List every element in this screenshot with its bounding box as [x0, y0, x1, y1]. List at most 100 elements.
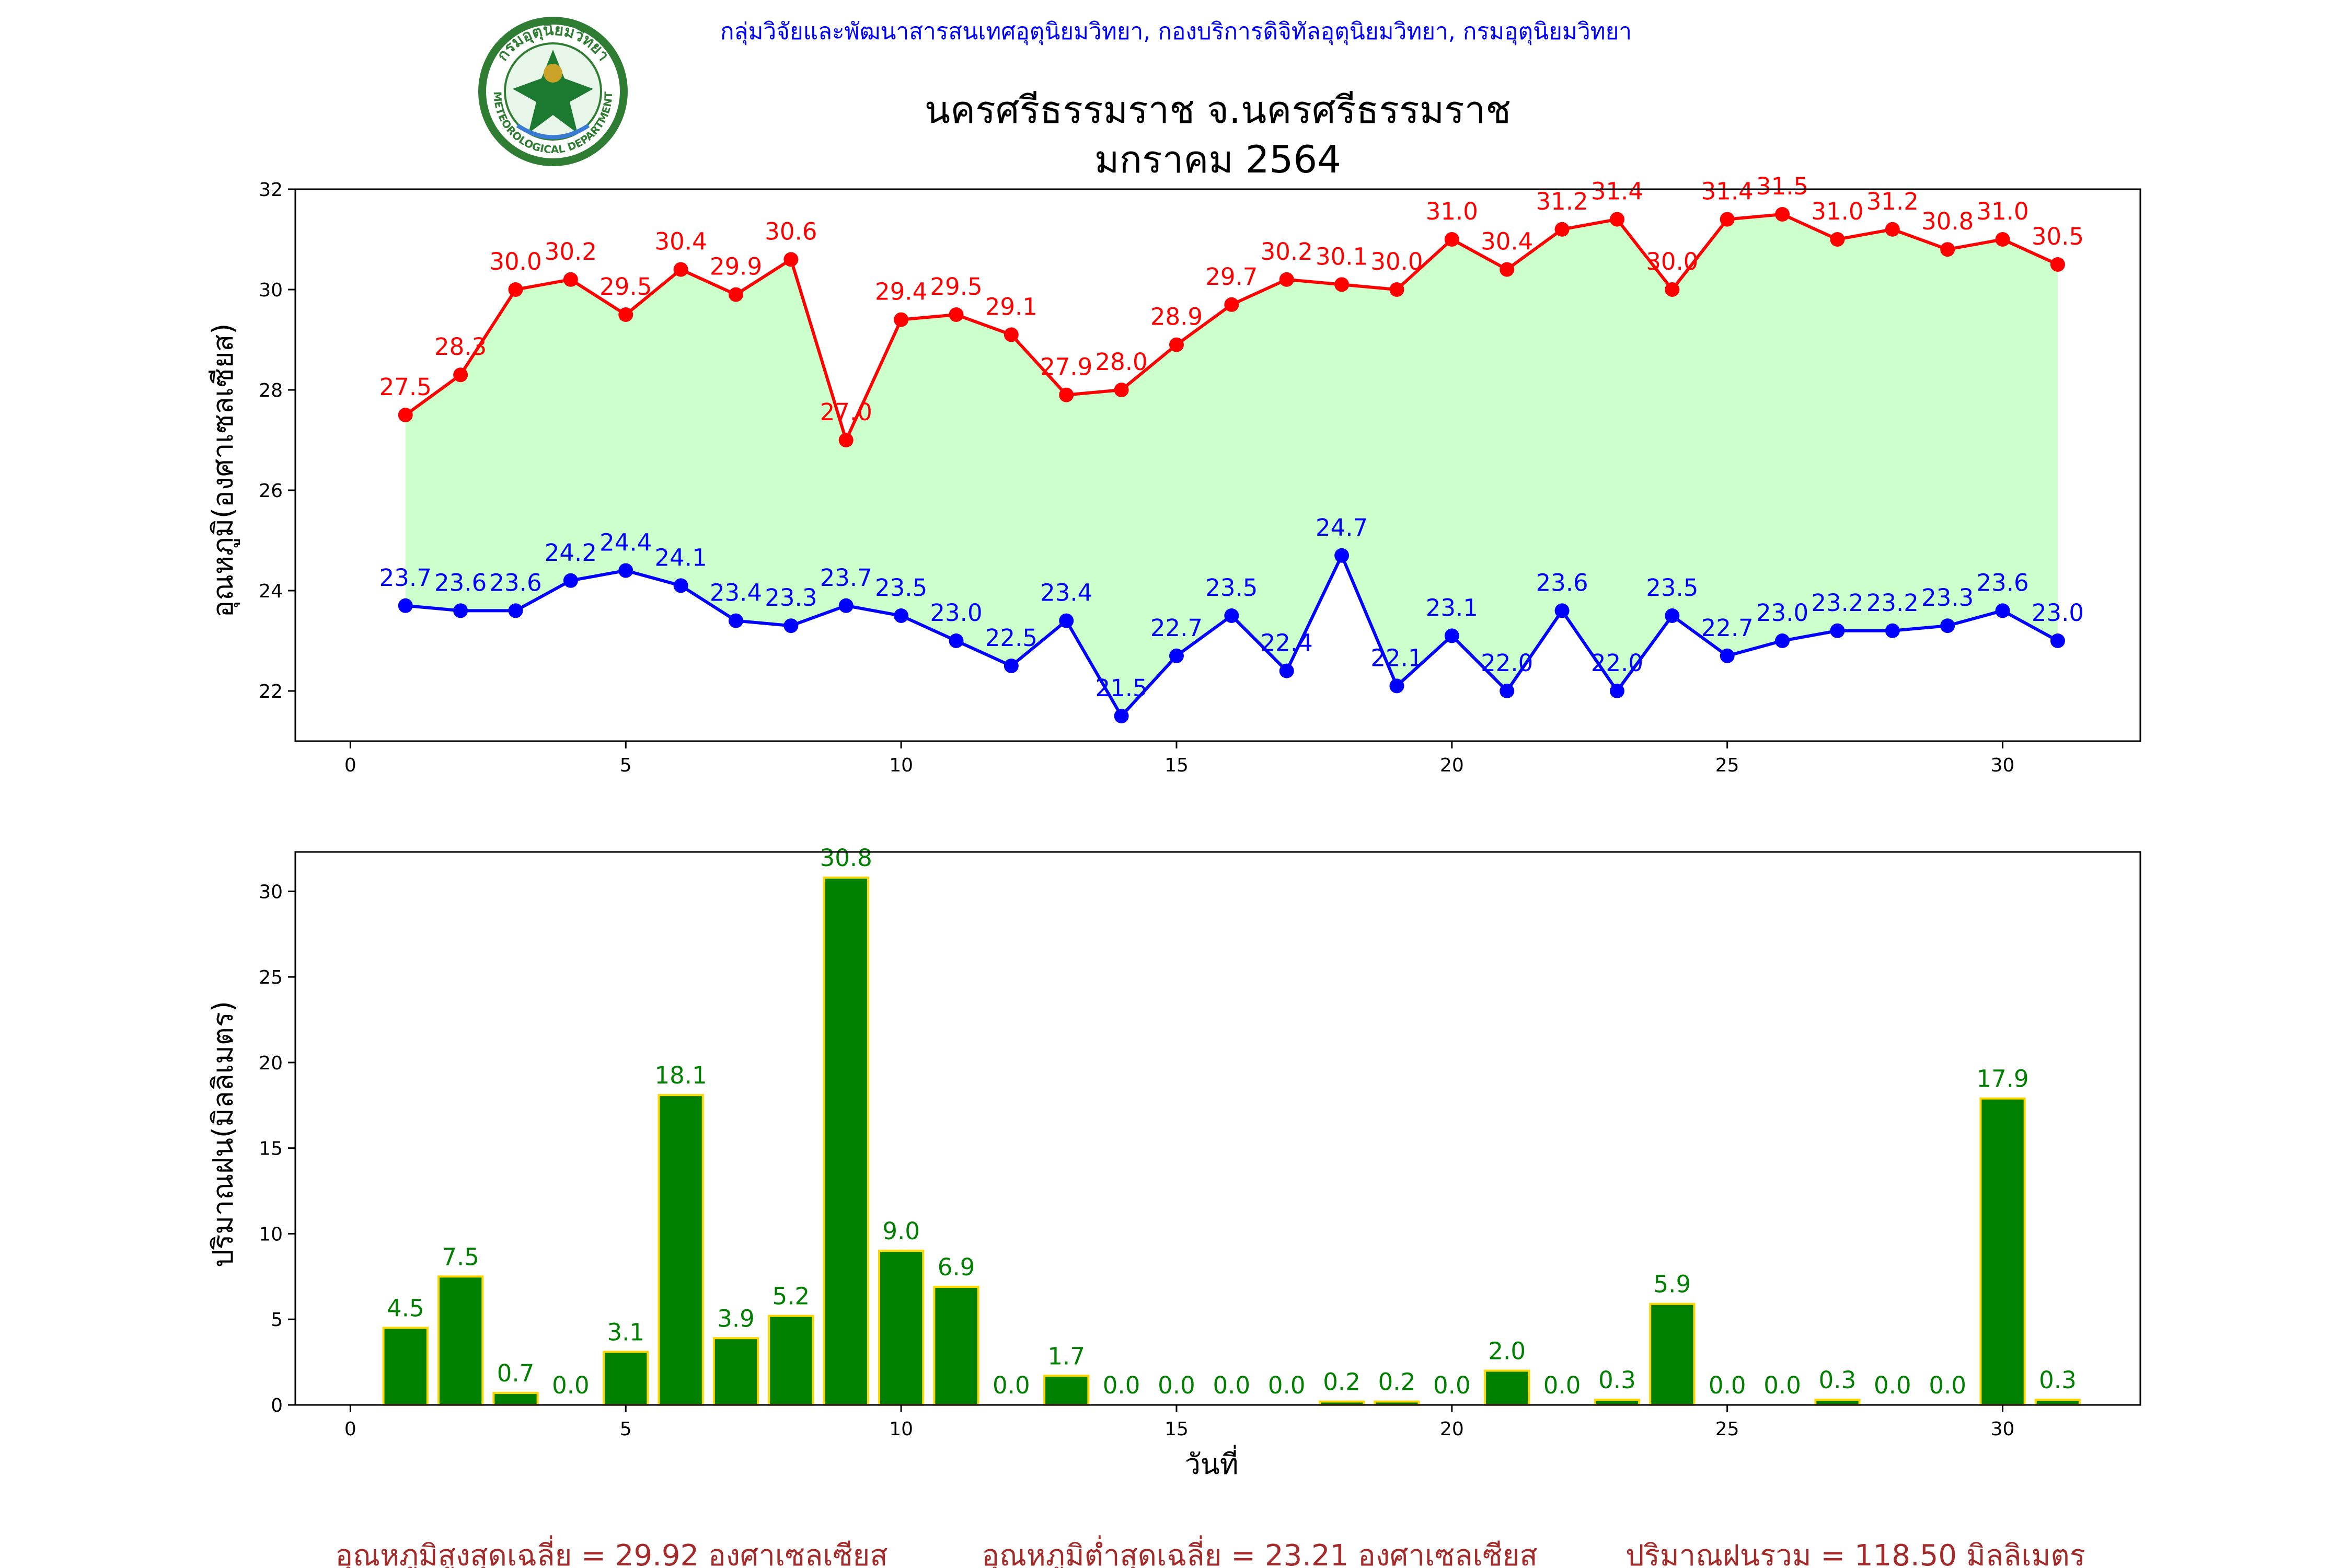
rainfall-bar-label: 7.5 — [442, 1243, 479, 1271]
max-temperature-label: 30.8 — [1921, 207, 1974, 235]
max-temperature-label: 30.2 — [545, 238, 597, 266]
rainfall-bar-label: 5.9 — [1654, 1271, 1691, 1298]
temperature-axes-frame — [294, 188, 2141, 742]
min-temperature-point — [1389, 678, 1404, 694]
min-temperature-point — [1500, 684, 1515, 698]
max-temperature-label: 29.7 — [1205, 263, 1258, 291]
min-temperature-label: 23.2 — [1866, 589, 1919, 617]
min-temperature-point — [618, 563, 633, 578]
min-temperature-label: 23.6 — [434, 569, 487, 596]
temperature-fill-area — [405, 214, 2058, 716]
min-temperature-label: 23.2 — [1811, 589, 1863, 617]
min-temperature-point — [1169, 648, 1184, 663]
min-temperature-point — [508, 603, 523, 618]
min-temperature-label: 23.5 — [1646, 574, 1698, 602]
temperature-y-tick-label: 32 — [259, 179, 283, 201]
rainfall-x-axis-label: วันที่ — [1185, 1445, 1239, 1481]
rainfall-x-tick-label: 5 — [620, 1419, 632, 1440]
rainfall-bar-label: 17.9 — [1976, 1065, 2028, 1093]
min-temperature-point — [1995, 603, 2010, 618]
temperature-x-tick-label: 0 — [344, 755, 356, 776]
min-temperature-label: 24.4 — [599, 529, 652, 557]
rainfall-bar — [768, 1315, 814, 1406]
rainfall-x-tick-label: 0 — [344, 1419, 356, 1440]
min-temperature-point — [1334, 548, 1350, 563]
min-temperature-label: 23.6 — [489, 569, 541, 596]
max-temperature-label: 30.5 — [2032, 223, 2084, 250]
max-temperature-point — [1169, 337, 1184, 352]
rainfall-bar-label: 1.7 — [1047, 1342, 1085, 1370]
rainfall-y-tick-label: 25 — [259, 967, 283, 988]
max-temperature-point — [728, 287, 743, 302]
rainfall-y-tick-label: 15 — [259, 1138, 283, 1160]
rainfall-bar-label: 0.0 — [993, 1371, 1030, 1399]
rainfall-bar-label: 6.9 — [938, 1253, 975, 1281]
max-temperature-label: 30.0 — [1370, 248, 1423, 275]
rainfall-bar-label: 0.0 — [1213, 1371, 1251, 1399]
rainfall-bar-label: 0.0 — [1268, 1371, 1306, 1399]
max-temperature-label: 30.4 — [1481, 228, 1533, 256]
max-temperature-point — [1114, 383, 1129, 397]
rainfall-bar-label: 0.0 — [1929, 1371, 1966, 1399]
max-temperature-point — [1004, 327, 1019, 342]
temperature-x-tick-label: 25 — [1715, 755, 1739, 776]
min-temperature-point — [1720, 648, 1735, 663]
max-temperature-point — [398, 408, 413, 422]
rainfall-bar-label: 18.1 — [655, 1062, 707, 1089]
min-temperature-label: 22.0 — [1481, 649, 1533, 677]
rainfall-bar — [658, 1094, 704, 1406]
max-temperature-point — [1775, 207, 1790, 222]
min-temperature-point — [453, 603, 468, 618]
min-temperature-label: 23.6 — [1536, 569, 1588, 596]
temperature-y-tick-label: 24 — [259, 581, 283, 602]
max-temperature-point — [1334, 277, 1350, 292]
rainfall-chart: 4.5 7.5 0.7 0.0 3.1 18.1 3.9 5.2 30.8 9.0 6.9 0.0 1.… — [206, 844, 2141, 1481]
rainfall-y-tick-label: 30 — [259, 881, 283, 903]
max-temperature-label: 31.0 — [1976, 198, 2028, 225]
max-temperature-point — [1665, 282, 1680, 297]
min-temperature-point — [2050, 633, 2065, 648]
max-temperature-point — [563, 272, 578, 287]
max-temperature-label: 29.4 — [875, 278, 927, 306]
rainfall-bar — [603, 1351, 649, 1406]
max-temperature-point — [1279, 272, 1294, 287]
footer-avg-max: อุณหภูมิสูงสุดเฉลี่ย = 29.92 องศาเซลเซีย… — [335, 1535, 887, 1568]
max-temperature-label: 31.4 — [1701, 178, 1754, 205]
rainfall-bar-label: 3.1 — [607, 1318, 644, 1346]
agency-line: กลุ่มวิจัยและพัฒนาสารสนเทศอุตุนิยมวิทยา,… — [720, 18, 1632, 45]
min-temperature-point — [1940, 618, 1955, 633]
rainfall-bar-label: 0.0 — [1709, 1371, 1746, 1399]
temperature-x-tick-label: 20 — [1440, 755, 1464, 776]
max-temperature-label: 31.0 — [1811, 198, 1863, 225]
min-temperature-label: 23.3 — [765, 584, 817, 612]
min-temperature-label: 23.6 — [1976, 569, 2028, 596]
min-temperature-point — [1665, 608, 1680, 623]
min-temperature-point — [1554, 603, 1570, 618]
min-temperature-label: 23.7 — [379, 564, 432, 592]
min-temperature-label: 21.5 — [1095, 674, 1147, 702]
rainfall-bar-label: 2.0 — [1488, 1337, 1526, 1365]
rainfall-bar-label: 0.7 — [497, 1359, 535, 1387]
max-temperature-label: 29.1 — [985, 293, 1037, 320]
rainfall-bar-label: 0.0 — [1543, 1371, 1581, 1399]
min-temperature-label: 22.7 — [1150, 614, 1203, 642]
rainfall-y-axis-label: ปริมาณฝน(มิลลิเมตร) — [206, 1001, 239, 1267]
max-temperature-point — [1995, 232, 2010, 247]
chart-title-line2: มกราคม 2564 — [1094, 137, 1341, 181]
min-temperature-point — [1885, 623, 1900, 638]
max-temperature-label: 30.0 — [489, 248, 541, 275]
max-temperature-point — [453, 367, 468, 383]
rainfall-bar — [823, 877, 869, 1406]
temperature-x-tick-label: 30 — [1991, 755, 2015, 776]
rainfall-bar — [712, 1337, 759, 1406]
max-temperature-label: 31.0 — [1426, 198, 1478, 225]
max-temperature-point — [1885, 222, 1900, 237]
max-temperature-point — [618, 307, 633, 322]
rainfall-y-tick-label: 10 — [259, 1224, 283, 1245]
min-temperature-label: 23.5 — [1205, 574, 1258, 602]
rainfall-bar-label: 0.0 — [1158, 1371, 1195, 1399]
max-temperature-point — [1059, 387, 1074, 402]
min-temperature-label: 22.0 — [1591, 649, 1643, 677]
min-temperature-point — [783, 618, 799, 633]
